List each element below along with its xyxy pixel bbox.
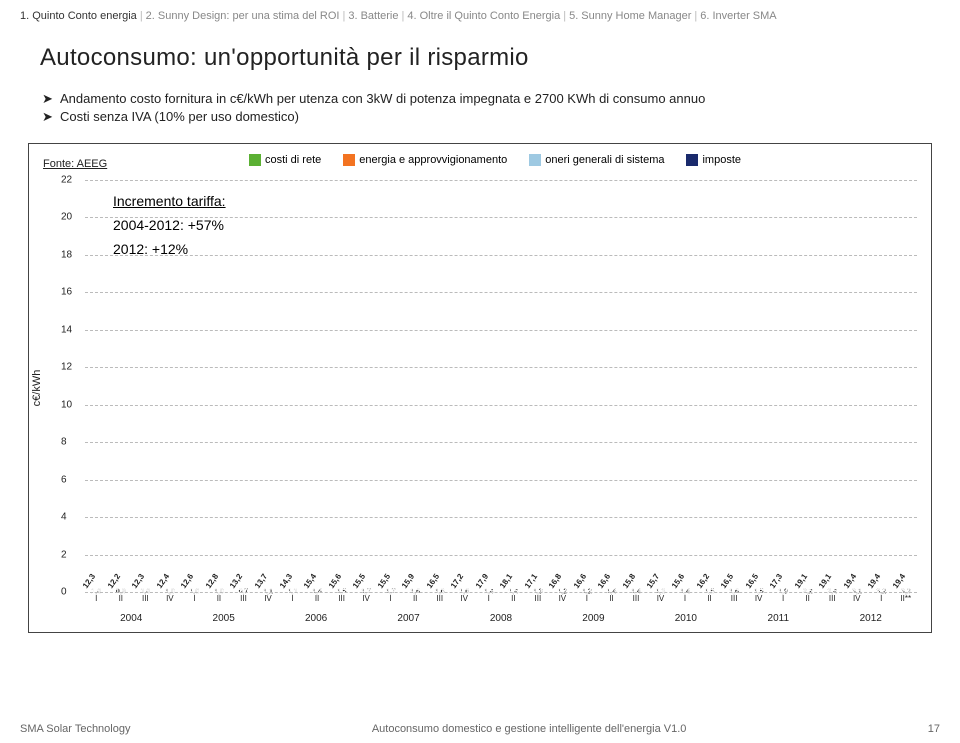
x-year: 2011 — [732, 613, 824, 624]
chart-plot-area: 3,85,51,01,912,3I3,06,30,91,912,2II3,06,… — [85, 180, 917, 592]
x-year: 2009 — [547, 613, 639, 624]
y-axis-label: c€/kWh — [31, 370, 43, 407]
grid-line — [85, 367, 917, 368]
breadcrumb: 1. Quinto Conto energia|2. Sunny Design:… — [0, 0, 960, 26]
page-title: Autoconsumo: un'opportunità per il rispa… — [0, 26, 960, 88]
grid-line — [85, 555, 917, 556]
grid-line — [85, 292, 917, 293]
y-tick: 10 — [61, 399, 72, 410]
footer-left: SMA Solar Technology — [20, 723, 130, 735]
grid-line — [85, 517, 917, 518]
legend-item: oneri generali di sistema — [529, 154, 664, 166]
y-tick: 2 — [61, 549, 67, 560]
y-tick: 6 — [61, 474, 67, 485]
legend-item: imposte — [686, 154, 741, 166]
grid-line — [85, 217, 917, 218]
y-tick: 14 — [61, 324, 72, 335]
grid-line — [85, 592, 917, 593]
y-tick: 4 — [61, 512, 67, 523]
grid-line — [85, 480, 917, 481]
breadcrumb-item: 6. Inverter SMA — [700, 10, 776, 22]
x-year: 2006 — [270, 613, 362, 624]
x-year: 2012 — [825, 613, 917, 624]
footer-center: Autoconsumo domestico e gestione intelli… — [372, 723, 687, 735]
y-tick: 22 — [61, 175, 72, 186]
bullet-item: Andamento costo fornitura in c€/kWh per … — [60, 91, 920, 106]
y-tick: 20 — [61, 212, 72, 223]
breadcrumb-item: 3. Batterie — [348, 10, 398, 22]
x-year: 2007 — [362, 613, 454, 624]
chart-legend: costi di rete energia e approvvigionament… — [249, 154, 741, 166]
bars-group: 3,85,51,01,912,3I3,06,30,91,912,2II3,06,… — [85, 180, 917, 592]
x-year: 2010 — [640, 613, 732, 624]
chart-container: Fonte: AEEG costi di rete energia e appro… — [28, 143, 932, 633]
breadcrumb-item: 2. Sunny Design: per una stima del ROI — [146, 10, 340, 22]
page-footer: SMA Solar Technology Autoconsumo domesti… — [20, 723, 940, 735]
footer-right: 17 — [928, 723, 940, 735]
x-axis-years: 200420052006200720082009201020112012 — [85, 613, 917, 624]
breadcrumb-item: 1. Quinto Conto energia — [20, 10, 137, 22]
grid-line — [85, 442, 917, 443]
y-tick: 18 — [61, 249, 72, 260]
source-label: Fonte: AEEG — [43, 158, 107, 170]
grid-line — [85, 405, 917, 406]
y-tick: 0 — [61, 587, 67, 598]
grid-line — [85, 180, 917, 181]
breadcrumb-item: 5. Sunny Home Manager — [569, 10, 691, 22]
x-year: 2005 — [177, 613, 269, 624]
bullet-item: Costi senza IVA (10% per uso domestico) — [60, 109, 920, 124]
y-tick: 8 — [61, 437, 67, 448]
x-year: 2008 — [455, 613, 547, 624]
grid-line — [85, 330, 917, 331]
legend-item: energia e approvvigionamento — [343, 154, 507, 166]
breadcrumb-item: 4. Oltre il Quinto Conto Energia — [407, 10, 560, 22]
x-year: 2004 — [85, 613, 177, 624]
legend-item: costi di rete — [249, 154, 321, 166]
grid-line — [85, 255, 917, 256]
y-tick: 12 — [61, 362, 72, 373]
y-tick: 16 — [61, 287, 72, 298]
bullet-list: Andamento costo fornitura in c€/kWh per … — [0, 91, 960, 139]
